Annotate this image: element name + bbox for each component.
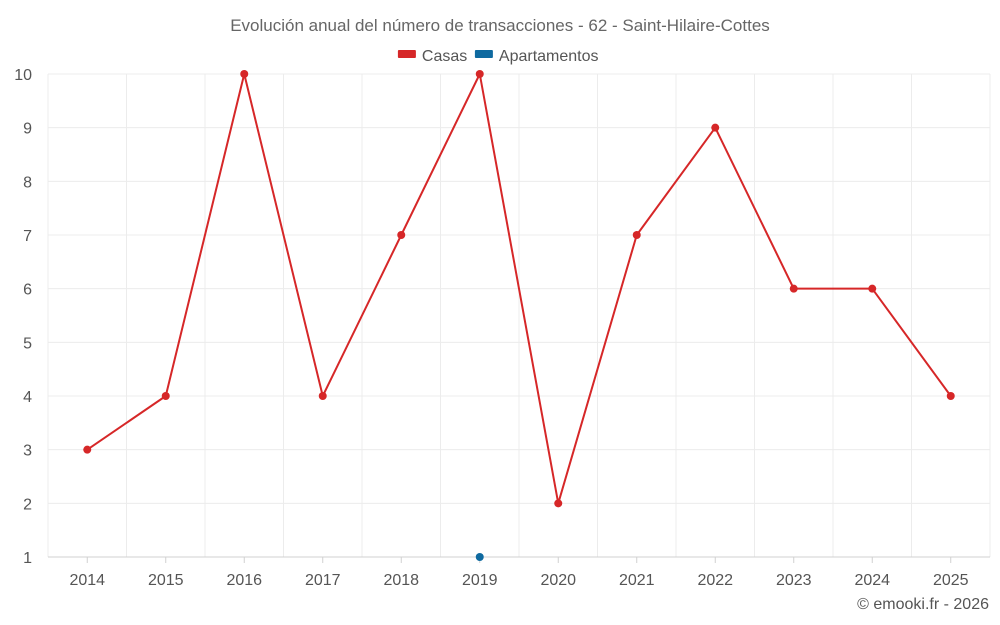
x-tick-label: 2015 [148,572,184,589]
y-axis: 1 2 3 4 5 6 7 8 9 10 [14,67,32,567]
data-point[interactable] [946,392,955,400]
y-tick-label: 5 [23,335,32,352]
y-tick-label: 3 [23,443,32,460]
x-tick-label: 2023 [776,572,812,589]
y-tick-label: 7 [23,228,32,245]
data-point[interactable] [397,231,406,239]
data-point[interactable] [161,392,170,400]
y-tick-label: 1 [23,550,32,567]
series-casas [83,70,955,508]
x-tick-label: 2025 [933,572,969,589]
series-apartamentos [475,553,484,561]
y-tick-label: 8 [23,174,32,191]
chart-title: Evolución anual del número de transaccio… [230,16,770,35]
y-tick-label: 2 [23,496,32,513]
legend-swatch [397,50,416,58]
x-tick-label: 2022 [697,572,733,589]
data-point[interactable] [83,445,92,454]
legend[interactable]: Casas Apartamentos [397,48,599,65]
copyright-credit: © emooki.fr - 2026 [857,596,989,613]
data-point[interactable] [789,284,798,293]
x-tick-label: 2018 [383,572,419,589]
x-tick-label: 2021 [619,572,655,589]
x-tick-label: 2016 [226,572,262,589]
x-tick-label: 2024 [854,572,890,589]
legend-swatch [474,50,493,58]
y-tick-label: 6 [23,282,32,299]
legend-item-apartamentos[interactable]: Apartamentos [474,48,599,65]
data-point[interactable] [475,70,484,78]
data-point[interactable] [318,392,327,400]
y-tick-label: 10 [14,67,32,84]
legend-label: Casas [422,48,467,65]
grid [47,73,991,558]
data-point[interactable] [475,553,484,561]
series-layer [83,70,955,561]
x-tick-label: 2020 [540,572,576,589]
data-point[interactable] [632,231,641,239]
x-tick-label: 2017 [305,572,341,589]
y-tick-label: 4 [23,389,32,406]
data-point[interactable] [711,123,720,132]
x-tick-label: 2014 [69,572,105,589]
legend-item-casas[interactable]: Casas [397,48,467,65]
data-point[interactable] [554,499,563,508]
data-point[interactable] [868,284,877,293]
series-line [86,73,952,505]
y-tick-label: 9 [23,121,32,138]
x-axis: 2014 2015 2016 2017 2018 2019 2020 2021 2022 2023… [69,557,969,589]
legend-label: Apartamentos [499,48,599,65]
x-tick-label: 2019 [462,572,498,589]
data-point[interactable] [240,70,249,78]
